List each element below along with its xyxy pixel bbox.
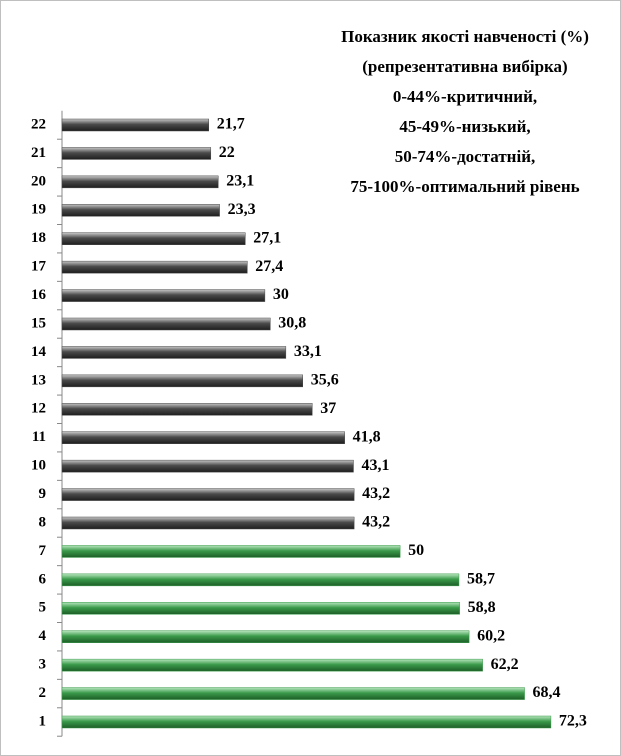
value-label: 60,2 (477, 627, 505, 644)
y-tick-label: 10 (31, 458, 46, 474)
y-tick-label: 21 (31, 145, 46, 161)
value-label: 43,2 (362, 514, 390, 531)
y-tick-label: 22 (31, 116, 46, 132)
title-line: Показник якості навченості (%) (341, 27, 589, 46)
value-label: 72,3 (559, 713, 587, 730)
bar (61, 602, 460, 615)
y-tick-label: 13 (31, 372, 46, 388)
title-line: 45-49%-низький, (399, 117, 530, 136)
bar (61, 232, 246, 245)
value-label: 30,8 (278, 315, 306, 332)
value-label: 23,3 (228, 201, 256, 218)
bar (61, 317, 271, 331)
bar (61, 175, 219, 189)
y-tick-label: 20 (31, 173, 46, 189)
title-line: (репрезентативна вибірка) (362, 57, 567, 76)
y-tick-label: 16 (31, 287, 47, 303)
bar (61, 346, 287, 359)
y-tick-label: 8 (39, 514, 47, 530)
y-tick-label: 1 (39, 713, 47, 729)
value-label: 62,2 (491, 656, 519, 673)
value-label: 21,7 (217, 116, 245, 133)
value-label: 58,8 (468, 599, 496, 616)
bar (61, 431, 345, 444)
value-label: 41,8 (353, 428, 381, 445)
value-label: 23,1 (226, 173, 254, 190)
bar (61, 516, 355, 530)
y-tick-label: 6 (39, 571, 47, 587)
y-tick-label: 18 (31, 230, 46, 246)
value-label: 43,1 (361, 457, 389, 474)
bar (61, 374, 303, 388)
bar (61, 204, 220, 217)
title-line: 0-44%-критичний, (393, 87, 537, 106)
bar (61, 488, 355, 501)
bar (61, 260, 248, 274)
bar (61, 147, 212, 160)
value-label: 50 (408, 542, 424, 559)
y-tick-label: 9 (39, 486, 47, 502)
bar (61, 687, 525, 700)
bar (61, 545, 401, 558)
y-tick-label: 14 (31, 344, 47, 360)
y-tick-label: 2 (39, 685, 47, 701)
bar (61, 573, 460, 587)
bar (61, 630, 470, 643)
bar (61, 715, 552, 729)
value-label: 27,1 (253, 229, 281, 246)
value-label: 33,1 (294, 343, 322, 360)
y-tick-label: 15 (31, 315, 46, 331)
value-label: 43,2 (362, 485, 390, 502)
y-tick-label: 5 (39, 600, 47, 616)
y-tick-label: 7 (39, 543, 47, 559)
y-tick-label: 4 (39, 628, 47, 644)
value-label: 68,4 (533, 684, 561, 701)
y-tick-label: 19 (31, 202, 46, 218)
value-label: 58,7 (467, 571, 495, 588)
bar (61, 289, 266, 302)
value-label: 37 (320, 400, 336, 417)
value-label: 22 (219, 144, 235, 161)
title-line: 75-100%-оптимальний рівень (350, 177, 579, 196)
value-label: 35,6 (311, 372, 339, 389)
bar (61, 459, 354, 473)
y-tick-label: 11 (32, 429, 46, 445)
value-label: 30 (273, 286, 289, 303)
y-tick-label: 17 (31, 259, 47, 275)
bar (61, 658, 483, 672)
value-label: 27,4 (255, 258, 283, 275)
bar (61, 118, 209, 132)
y-tick-label: 3 (39, 657, 47, 673)
title-line: 50-74%-достатній, (395, 147, 536, 166)
y-tick-label: 12 (31, 401, 46, 417)
bar (61, 403, 313, 416)
